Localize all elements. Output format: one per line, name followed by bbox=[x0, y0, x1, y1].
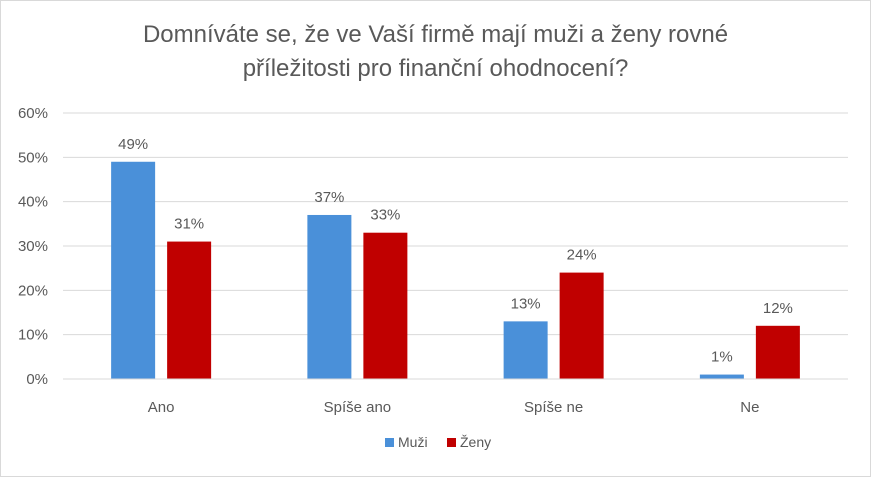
bar-zeny-spise-ne bbox=[559, 272, 604, 379]
data-label-zeny-ano: 31% bbox=[174, 216, 204, 233]
data-label-zeny-spise-ano: 33% bbox=[370, 207, 400, 224]
bar-muzi-spise-ne bbox=[503, 321, 548, 379]
legend: Muži Ženy bbox=[385, 434, 491, 450]
y-tick-label-50: 50% bbox=[18, 149, 48, 166]
y-tick-label-0: 0% bbox=[26, 371, 48, 388]
y-tick-label-60: 60% bbox=[18, 105, 48, 122]
data-label-muzi-spise-ne: 13% bbox=[511, 295, 541, 312]
bar-zeny-ne bbox=[755, 325, 800, 379]
y-tick-label-10: 10% bbox=[18, 327, 48, 344]
y-tick-label-30: 30% bbox=[18, 238, 48, 255]
chart-title: Domníváte se, že ve Vaší firmě mají muži… bbox=[0, 18, 871, 86]
legend-swatch-zeny bbox=[447, 438, 456, 447]
chart-title-line-2: příležitosti pro finanční ohodnocení? bbox=[242, 55, 629, 82]
bar-muzi-spise-ano bbox=[307, 214, 352, 379]
data-label-zeny-spise-ne: 24% bbox=[567, 247, 597, 264]
y-tick-label-40: 40% bbox=[18, 194, 48, 211]
y-tick-label-20: 20% bbox=[18, 282, 48, 299]
bar-muzi-ano bbox=[111, 161, 156, 379]
data-label-muzi-ano: 49% bbox=[118, 136, 148, 153]
bar-muzi-ne bbox=[699, 374, 744, 379]
legend-label-muzi: Muži bbox=[398, 434, 428, 450]
x-category-label-spise-ano: Spíše ano bbox=[324, 399, 392, 416]
bar-zeny-spise-ano bbox=[363, 232, 408, 379]
bars bbox=[111, 161, 800, 379]
legend-swatch-muzi bbox=[385, 438, 394, 447]
x-category-label-ne: Ne bbox=[740, 399, 759, 416]
data-label-muzi-spise-ano: 37% bbox=[314, 189, 344, 206]
y-axis-ticks: 0% 10% 20% 30% 40% 50% 60% bbox=[18, 105, 48, 388]
x-axis-categories: Ano Spíše ano Spíše ne Ne bbox=[63, 378, 848, 416]
data-labels: 49% 31% 37% 33% 13% 24% 1% 12% bbox=[118, 136, 793, 366]
data-label-muzi-ne: 1% bbox=[711, 349, 733, 366]
data-label-zeny-ne: 12% bbox=[763, 300, 793, 317]
legend-label-zeny: Ženy bbox=[460, 434, 491, 450]
bar-zeny-ano bbox=[167, 241, 212, 379]
x-category-label-spise-ne: Spíše ne bbox=[524, 399, 583, 416]
x-category-label-ano: Ano bbox=[148, 399, 175, 416]
chart-title-line-1: Domníváte se, že ve Vaší firmě mají muži… bbox=[142, 21, 729, 48]
